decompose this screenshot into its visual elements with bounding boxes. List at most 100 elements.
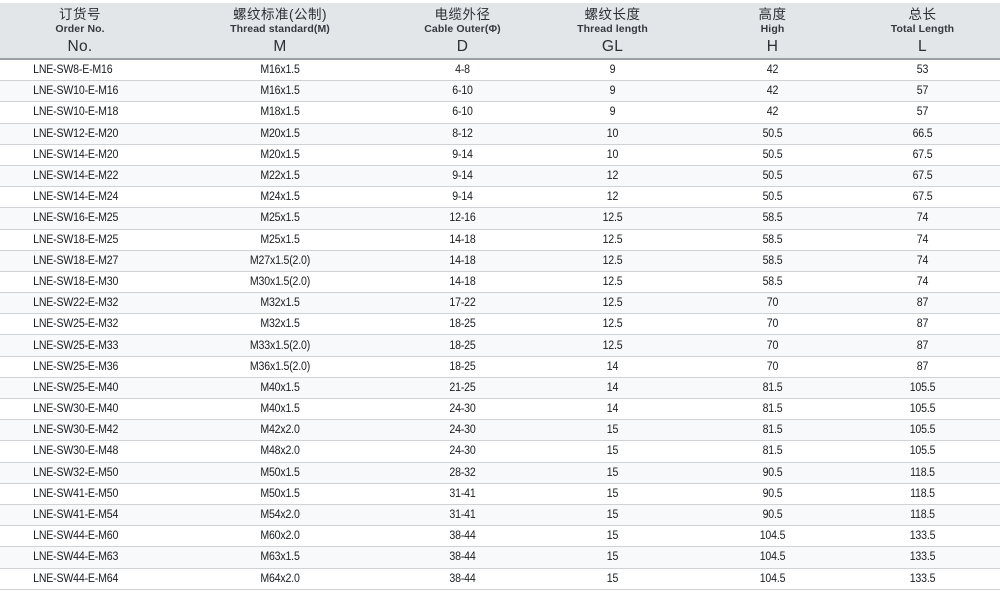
- cable-outer-cell: 24-30: [449, 445, 476, 458]
- order-no-cell: LNE-SW22-E-M32: [33, 297, 119, 310]
- thread-standard-cell: M30x1.5(2.0): [249, 275, 311, 288]
- table-row: LNE-SW32-E-M50 M50x1.5 28-32 15 90.5 118.5: [0, 462, 1000, 484]
- table-row: LNE-SW10-E-M16 M16x1.5 6-10 9 42 57: [0, 81, 1000, 103]
- total-length-cell: 87: [916, 318, 929, 331]
- column-header-en-label: Thread standard(M): [230, 22, 330, 35]
- cable-outer-cell: 21-25: [449, 381, 476, 394]
- table-row: LNE-SW22-E-M32 M32x1.5 17-22 12.5 70 87: [0, 293, 1000, 315]
- table-row: LNE-SW30-E-M40 M40x1.5 24-30 14 81.5 105.5: [0, 399, 1000, 421]
- order-no-cell: LNE-SW18-E-M30: [33, 275, 119, 288]
- order-no-cell: LNE-SW14-E-M24: [33, 191, 119, 204]
- cable-outer-cell: 14-18: [449, 233, 476, 246]
- total-length-cell: 105.5: [909, 381, 936, 394]
- thread-length-cell: 9: [609, 85, 616, 98]
- thread-length-cell: 14: [606, 403, 619, 416]
- order-no-cell: LNE-SW41-E-M54: [33, 509, 119, 522]
- thread-standard-cell: M40x1.5: [260, 403, 300, 416]
- thread-standard-cell: M32x1.5: [260, 297, 300, 310]
- thread-length-cell: 12.5: [602, 339, 623, 352]
- thread-standard-cell: M22x1.5: [260, 170, 300, 183]
- thread-standard-cell: M20x1.5: [260, 127, 300, 140]
- column-header-d: 电缆外径 Cable Outer(Φ) D: [400, 3, 525, 58]
- thread-standard-cell: M48x2.0: [260, 445, 300, 458]
- thread-length-cell: 14: [606, 360, 619, 373]
- table-row: LNE-SW18-E-M25 M25x1.5 14-18 12.5 58.5 74: [0, 229, 1000, 251]
- column-header-en-label: High: [760, 22, 785, 35]
- height-cell: 58.5: [762, 212, 783, 225]
- total-length-cell: 105.5: [909, 403, 936, 416]
- column-header-symbol-label: GL: [601, 38, 624, 56]
- total-length-cell: 133.5: [909, 572, 936, 585]
- thread-standard-cell: M36x1.5(2.0): [249, 360, 311, 373]
- order-no-cell: LNE-SW14-E-M22: [33, 170, 119, 183]
- table-row: LNE-SW44-E-M60 M60x2.0 38-44 15 104.5 133.5: [0, 526, 1000, 548]
- table-row: LNE-SW8-E-M16 M16x1.5 4-8 9 42 53: [0, 60, 1000, 82]
- height-cell: 42: [766, 106, 779, 119]
- height-cell: 50.5: [762, 127, 783, 140]
- thread-length-cell: 12.5: [602, 318, 623, 331]
- column-header-en-label: Total Length: [890, 22, 955, 35]
- column-header-h: 高度 High H: [700, 3, 845, 58]
- table-row: LNE-SW18-E-M27 M27x1.5(2.0) 14-18 12.5 58.5 7…: [0, 250, 1000, 272]
- total-length-cell: 57: [916, 106, 929, 119]
- thread-length-cell: 10: [606, 127, 619, 140]
- table-row: LNE-SW25-E-M33 M33x1.5(2.0) 18-25 12.5 70 87: [0, 335, 1000, 357]
- column-header-zh-label: 订货号: [59, 7, 101, 23]
- table-body: LNE-SW8-E-M16 M16x1.5 4-8 9 42 53 LNE-SW10-E-M…: [0, 60, 1000, 590]
- thread-standard-cell: M16x1.5: [260, 64, 300, 77]
- cable-outer-cell: 9-14: [452, 148, 473, 161]
- table-row: LNE-SW10-E-M18 M18x1.5 6-10 9 42 57: [0, 102, 1000, 124]
- total-length-cell: 105.5: [909, 445, 936, 458]
- table-row: LNE-SW30-E-M42 M42x2.0 24-30 15 81.5 105.5: [0, 420, 1000, 442]
- column-header-symbol-label: D: [456, 38, 469, 56]
- cable-outer-cell: 38-44: [449, 572, 476, 585]
- order-no-cell: LNE-SW25-E-M33: [33, 339, 119, 352]
- table-row: LNE-SW44-E-M64 M64x2.0 38-44 15 104.5 133.5: [0, 568, 1000, 590]
- thread-standard-cell: M60x2.0: [260, 530, 300, 543]
- height-cell: 81.5: [762, 403, 783, 416]
- order-no-cell: LNE-SW25-E-M40: [33, 381, 119, 394]
- order-no-cell: LNE-SW10-E-M18: [33, 106, 119, 119]
- total-length-cell: 133.5: [909, 530, 936, 543]
- total-length-cell: 67.5: [912, 170, 933, 183]
- cable-outer-cell: 4-8: [455, 64, 470, 77]
- height-cell: 50.5: [762, 148, 783, 161]
- height-cell: 70: [766, 339, 779, 352]
- table-row: LNE-SW25-E-M40 M40x1.5 21-25 14 81.5 105.5: [0, 377, 1000, 399]
- height-cell: 104.5: [759, 551, 786, 564]
- height-cell: 104.5: [759, 530, 786, 543]
- thread-length-cell: 15: [606, 551, 619, 564]
- height-cell: 81.5: [762, 424, 783, 437]
- order-no-cell: LNE-SW12-E-M20: [33, 127, 119, 140]
- total-length-cell: 67.5: [912, 148, 933, 161]
- cable-outer-cell: 31-41: [449, 509, 476, 522]
- thread-standard-cell: M63x1.5: [260, 551, 300, 564]
- thread-length-cell: 12: [606, 191, 619, 204]
- thread-standard-cell: M32x1.5: [260, 318, 300, 331]
- column-header-symbol-label: M: [273, 38, 287, 56]
- cable-outer-cell: 24-30: [449, 424, 476, 437]
- total-length-cell: 74: [916, 233, 929, 246]
- height-cell: 70: [766, 297, 779, 310]
- order-no-cell: LNE-SW25-E-M36: [33, 360, 119, 373]
- cable-outer-cell: 6-10: [452, 106, 473, 119]
- table-header-row: 订货号 Order No. No. 螺纹标准(公制) Thread standard(M…: [0, 3, 1000, 60]
- height-cell: 50.5: [762, 191, 783, 204]
- thread-standard-cell: M54x2.0: [260, 509, 300, 522]
- thread-length-cell: 9: [609, 64, 616, 77]
- total-length-cell: 118.5: [910, 466, 935, 479]
- height-cell: 90.5: [762, 466, 783, 479]
- order-no-cell: LNE-SW14-E-M20: [33, 148, 119, 161]
- thread-standard-cell: M33x1.5(2.0): [249, 339, 311, 352]
- thread-length-cell: 15: [606, 445, 619, 458]
- table-row: LNE-SW25-E-M32 M32x1.5 18-25 12.5 70 87: [0, 314, 1000, 336]
- table-row: LNE-SW41-E-M50 M50x1.5 31-41 15 90.5 118.5: [0, 483, 1000, 505]
- table-row: LNE-SW16-E-M25 M25x1.5 12-16 12.5 58.5 74: [0, 208, 1000, 230]
- table-row: LNE-SW14-E-M22 M22x1.5 9-14 12 50.5 67.5: [0, 165, 1000, 188]
- thread-length-cell: 9: [609, 106, 616, 119]
- height-cell: 70: [766, 360, 779, 373]
- height-cell: 81.5: [762, 381, 783, 394]
- thread-standard-cell: M64x2.0: [260, 572, 300, 585]
- height-cell: 58.5: [762, 233, 783, 246]
- cable-outer-cell: 38-44: [449, 551, 476, 564]
